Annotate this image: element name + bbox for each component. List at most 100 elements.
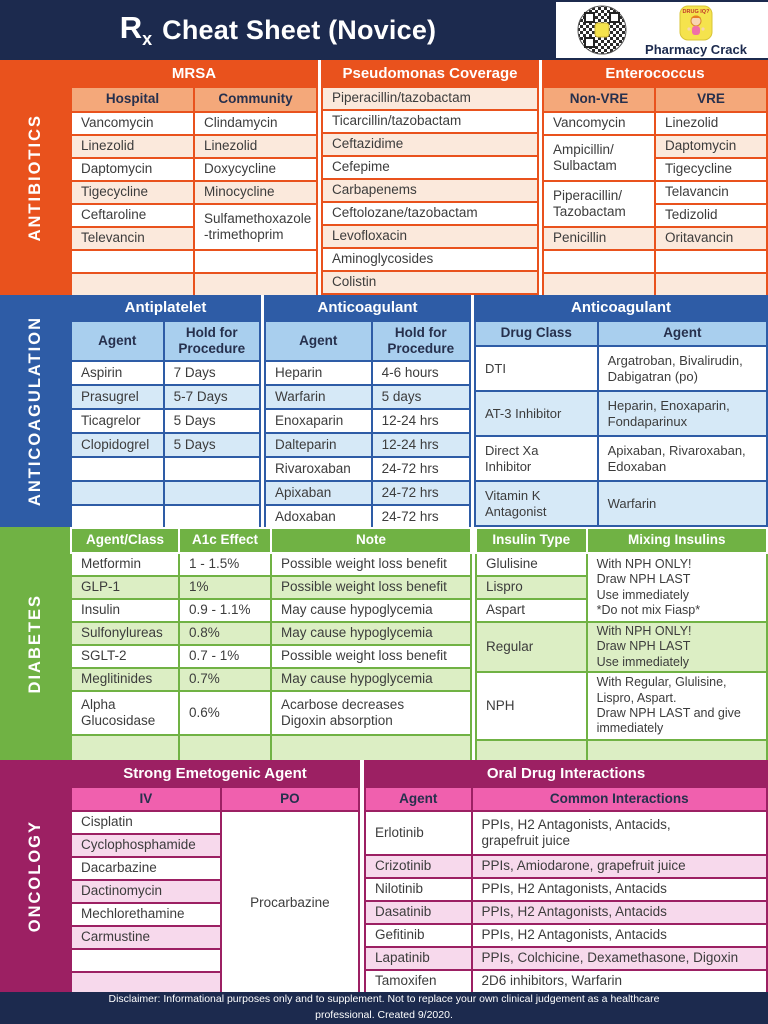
empty-cell xyxy=(162,504,262,530)
drug-cell: Aminoglycosides xyxy=(321,247,539,272)
insulin-cell: Aspart xyxy=(475,598,588,623)
drug-cell: Gefitinib xyxy=(364,923,473,948)
empty-cell xyxy=(193,272,318,297)
drug-cell: Adoxaban xyxy=(264,504,373,530)
drug-cell: Telavancin xyxy=(654,180,768,205)
table-row: GLP-1 1% Possible weight loss benefit xyxy=(70,575,472,600)
title-block: Rx Cheat Sheet (Novice) xyxy=(0,0,556,60)
table-title: Anticoagulant xyxy=(264,295,471,322)
empty-cell xyxy=(70,456,165,482)
table-row: Aspart xyxy=(475,598,767,623)
table-row: Mechlorethamine xyxy=(70,902,359,927)
table-divider xyxy=(539,60,542,295)
drug-cell: Cisplatin xyxy=(70,810,222,835)
class-cell: AT-3 Inhibitor xyxy=(474,390,599,437)
table-row xyxy=(70,249,318,274)
drug-cell: SGLT-2 xyxy=(70,644,180,669)
agents-cell: Argatroban, Bivalirudin, Dabigatran (po) xyxy=(596,345,768,392)
table-row: Erlotinib PPIs, H2 Antagonists, Antacids,… xyxy=(364,810,768,856)
value-cell: 0.7% xyxy=(178,667,272,692)
interactions-cell: PPIs, H2 Antagonists, Antacids xyxy=(470,877,768,902)
drug-cell: Dasatinib xyxy=(364,900,473,925)
mixing-note-cell: With Regular, Glulisine, Lispro, Aspart.… xyxy=(585,670,768,741)
table-row xyxy=(70,456,262,482)
drug-cell: Daptomycin xyxy=(70,157,195,182)
interactions-cell: PPIs, H2 Antagonists, Antacids xyxy=(470,900,768,925)
drug-cell: Tigecycline xyxy=(70,180,195,205)
column-header: VRE xyxy=(654,86,768,113)
column-header: Non-VRE xyxy=(542,86,656,113)
empty-cell xyxy=(178,734,272,762)
table-row: Aminoglycosides xyxy=(321,247,539,272)
table-row: Glulisine With NPH ONLY! Draw NPH LAST Us… xyxy=(475,552,768,623)
column-header: Insulin Type xyxy=(475,527,588,554)
brand-block: DRUG IQ? Pharmacy Crack xyxy=(645,5,747,56)
table-row: Agent Hold for Procedure xyxy=(264,320,472,362)
note-cell: May cause hypoglycemia xyxy=(270,598,472,623)
table-row: Direct Xa Inhibitor Apixaban, Rivaroxaban… xyxy=(474,435,768,482)
table-title: Pseudomonas Coverage xyxy=(321,60,539,88)
table-row: Lispro xyxy=(475,575,767,600)
table-divider xyxy=(360,760,364,992)
table-row: Cefepime xyxy=(321,155,539,180)
drug-cell: Ceftazidime xyxy=(321,132,539,157)
table-row: Rivaroxaban 24-72 hrs xyxy=(264,456,472,482)
table-row: Ticarcillin/tazobactam xyxy=(321,109,539,134)
column-header: Mixing Insulins xyxy=(585,527,768,554)
emetogenic-table: Strong Emetogenic Agent IV PO Cisplatin P… xyxy=(70,760,361,996)
empty-cell xyxy=(70,948,222,973)
column-header: Agent/Class xyxy=(70,527,180,554)
table-row: Vancomycin Linezolid xyxy=(542,111,768,136)
drug-cell: Daptomycin xyxy=(654,134,768,159)
value-cell: 5 Days xyxy=(162,432,262,458)
table-row: Tedizolid xyxy=(543,203,768,228)
table-row: SGLT-2 0.7 - 1% Possible weight loss benef… xyxy=(70,644,472,669)
drug-cell: Colistin xyxy=(321,270,539,295)
value-cell: 5 days xyxy=(370,384,472,410)
agents-cell: Apixaban, Rivaroxaban, Edoxaban xyxy=(596,435,768,482)
table-row: Ampicillin/ Sulbactam Daptomycin xyxy=(542,134,768,182)
table-title: MRSA xyxy=(70,60,318,88)
drug-cell: Linezolid xyxy=(193,134,318,159)
antiplatelet-table: Antiplatelet Agent Hold for Procedure As… xyxy=(70,295,262,530)
drug-cell: Tedizolid xyxy=(654,203,768,228)
disclaimer-text: Disclaimer: Informational purposes only … xyxy=(108,993,660,1021)
table-row: Dasatinib PPIs, H2 Antagonists, Antacids xyxy=(364,900,768,925)
drug-cell: Ticarcillin/tazobactam xyxy=(321,109,539,134)
note-cell: Possible weight loss benefit xyxy=(270,552,472,577)
enterococcus-table: Enterococcus Non-VRE VRE Vancomycin Linez… xyxy=(542,60,768,297)
drug-cell: Mechlorethamine xyxy=(70,902,222,927)
table-row: Insulin Type Mixing Insulins xyxy=(475,527,768,554)
table-row xyxy=(70,948,359,973)
table-row: Carbapenems xyxy=(321,178,539,203)
table-row: Levofloxacin xyxy=(321,224,539,249)
drug-iq-badge-icon: DRUG IQ? xyxy=(679,5,713,40)
insulin-cell: Regular xyxy=(475,621,588,673)
anticoagulant-class-table: Anticoagulant Drug Class Agent DTI Argatr… xyxy=(474,295,768,527)
table-row: Anticoagulant xyxy=(474,295,768,322)
value-cell: 24-72 hrs xyxy=(370,504,472,530)
empty-cell xyxy=(70,249,195,274)
brand-name: Pharmacy Crack xyxy=(645,41,747,57)
table-title: Antiplatelet xyxy=(70,295,261,322)
drug-cell: Oritavancin xyxy=(654,226,768,251)
value-cell: 1% xyxy=(178,575,272,600)
table-row: MRSA xyxy=(70,60,318,88)
table-row: Vancomycin Clindamycin xyxy=(70,111,318,136)
table-row: Meglitinides 0.7% May cause hypoglycemia xyxy=(70,667,472,692)
column-header: Drug Class xyxy=(474,320,599,347)
table-row: DTI Argatroban, Bivalirudin, Dabigatran (… xyxy=(474,345,768,392)
diabetes-tables: Agent/Class A1c Effect Note Metformin 1 -… xyxy=(70,527,768,767)
drug-cell: Levofloxacin xyxy=(321,224,539,249)
table-row: Hospital Community xyxy=(70,86,318,113)
value-cell: 0.6% xyxy=(178,690,272,736)
table-row: Apixaban 24-72 hrs xyxy=(264,480,472,506)
table-row: NPH With Regular, Glulisine, Lispro, Aspa… xyxy=(475,670,768,741)
drug-cell: Carbapenems xyxy=(321,178,539,203)
table-row: Carmustine xyxy=(70,925,359,950)
drug-cell: Prasugrel xyxy=(70,384,165,410)
drug-cell: Cefepime xyxy=(321,155,539,180)
table-row: Ceftolozane/tazobactam xyxy=(321,201,539,226)
table-row: Adoxaban 24-72 hrs xyxy=(264,504,472,530)
table-row: Cisplatin Procarbazine xyxy=(70,810,361,996)
